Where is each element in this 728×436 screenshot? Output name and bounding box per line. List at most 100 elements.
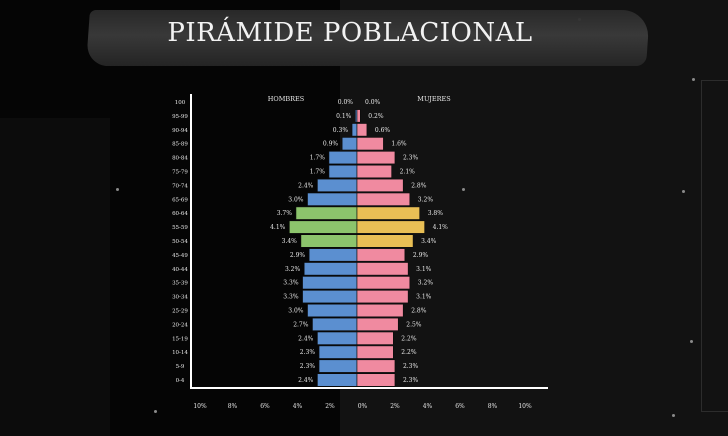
tick-label-age: 25-29 <box>172 309 188 315</box>
data-label-hombres: 2.3% <box>300 349 316 356</box>
bar-hombres <box>317 373 358 387</box>
data-label-hombres: 0.3% <box>333 127 349 134</box>
bar-hombres <box>308 248 358 262</box>
data-label-hombres: 0.9% <box>323 141 339 148</box>
tick-label-age: 85-89 <box>172 142 188 148</box>
bar-mujeres <box>356 331 394 345</box>
data-label-hombres: 1.7% <box>310 169 326 176</box>
tick-label-x: 2% <box>390 403 400 410</box>
tick-label-x: 4% <box>293 403 303 410</box>
bar-mujeres <box>356 373 396 387</box>
data-label-hombres: 3.7% <box>277 210 293 217</box>
bar-mujeres <box>356 289 409 304</box>
bar-hombres <box>351 123 358 137</box>
bar-mujeres <box>356 234 414 248</box>
data-label-hombres: 2.4% <box>298 182 314 189</box>
data-label-mujeres: 4.1% <box>433 224 449 231</box>
data-label-mujeres: 3.2% <box>418 196 434 203</box>
bar-mujeres <box>356 178 404 193</box>
data-label-hombres: 3.3% <box>283 294 299 301</box>
tick-label-age: 80-84 <box>172 156 188 162</box>
tick-label-age: 10-14 <box>172 350 188 356</box>
data-label-hombres: 4.1% <box>270 224 286 231</box>
bar-hombres <box>302 276 358 290</box>
bar-mujeres <box>356 123 368 137</box>
data-label-mujeres: 3.1% <box>416 266 432 273</box>
tick-label-x: 10% <box>193 403 207 410</box>
data-label-mujeres: 2.1% <box>400 169 416 176</box>
series-label-hombres: HOMBRES <box>268 95 305 103</box>
tick-label-x: 2% <box>325 403 335 410</box>
bar-hombres <box>303 262 358 276</box>
bar-mujeres <box>356 317 399 332</box>
bar-hombres <box>295 206 358 220</box>
bar-hombres <box>318 359 358 373</box>
tick-label-age: 50-54 <box>172 239 188 245</box>
tick-label-x: 8% <box>488 403 498 410</box>
bar-mujeres <box>356 248 406 262</box>
tick-label-age: 5-9 <box>176 364 185 370</box>
data-label-hombres: 2.7% <box>293 321 309 328</box>
data-label-mujeres: 3.1% <box>416 294 432 301</box>
tick-label-age: 90-94 <box>172 128 188 134</box>
bar-mujeres <box>356 262 409 276</box>
data-label-mujeres: 3.4% <box>421 238 437 245</box>
bar-hombres <box>312 317 358 332</box>
background-panel-left <box>0 118 110 436</box>
data-label-hombres: 2.3% <box>300 363 316 370</box>
tick-label-x: 6% <box>260 403 270 410</box>
bar-mujeres <box>356 220 425 234</box>
decorative-dot <box>116 188 119 191</box>
decorative-frame <box>701 80 728 412</box>
data-label-mujeres: 2.5% <box>406 321 422 328</box>
tick-label-age: 45-49 <box>172 253 188 259</box>
bar-hombres <box>302 289 358 304</box>
tick-label-age: 0-4 <box>176 378 185 384</box>
tick-label-x: 8% <box>228 403 238 410</box>
data-label-mujeres: 3.2% <box>418 280 434 287</box>
bar-hombres <box>300 234 358 248</box>
bar-mujeres <box>356 109 361 123</box>
bar-mujeres <box>356 164 392 179</box>
page-title: PIRÁMIDE POBLACIONAL <box>167 18 533 48</box>
bar-hombres <box>307 303 358 318</box>
bar-hombres <box>307 192 358 206</box>
bar-hombres <box>317 178 358 193</box>
tick-label-age: 40-44 <box>172 267 188 273</box>
data-label-hombres: 2.4% <box>298 377 314 384</box>
data-label-hombres: 2.4% <box>298 335 314 342</box>
data-label-mujeres: 2.8% <box>411 182 427 189</box>
data-label-hombres: 1.7% <box>310 155 326 162</box>
tick-label-age: 15-19 <box>172 336 188 342</box>
data-label-hombres: 3.3% <box>283 280 299 287</box>
bar-hombres <box>341 137 358 151</box>
data-label-hombres: 3.2% <box>285 266 301 273</box>
tick-label-age: 35-39 <box>172 281 188 287</box>
bar-hombres <box>328 151 358 165</box>
decorative-dot <box>682 190 685 193</box>
data-label-mujeres: 0.6% <box>375 127 391 134</box>
bar-hombres <box>328 164 358 179</box>
data-label-hombres: 2.9% <box>290 252 306 259</box>
bar-mujeres <box>356 206 421 220</box>
data-label-hombres: 0.1% <box>336 113 352 120</box>
data-label-mujeres: 2.2% <box>401 335 417 342</box>
tick-label-age: 95-99 <box>172 114 188 120</box>
decorative-dot <box>462 188 465 191</box>
decorative-dot <box>672 414 675 417</box>
bar-hombres <box>317 331 358 345</box>
data-label-mujeres: 2.2% <box>401 349 417 356</box>
data-label-hombres: 3.4% <box>282 238 298 245</box>
data-label-mujeres: 1.6% <box>391 141 407 148</box>
data-label-hombres: 3.0% <box>288 308 304 315</box>
tick-label-x: 4% <box>423 403 433 410</box>
tick-label-x: 6% <box>455 403 465 410</box>
bar-hombres <box>289 220 358 234</box>
data-label-mujeres: 3.8% <box>428 210 444 217</box>
bar-hombres <box>318 345 358 359</box>
bar-mujeres <box>356 359 396 373</box>
bar-mujeres <box>356 192 411 206</box>
tick-label-x: 10% <box>518 403 532 410</box>
data-label-mujeres: 2.9% <box>413 252 429 259</box>
